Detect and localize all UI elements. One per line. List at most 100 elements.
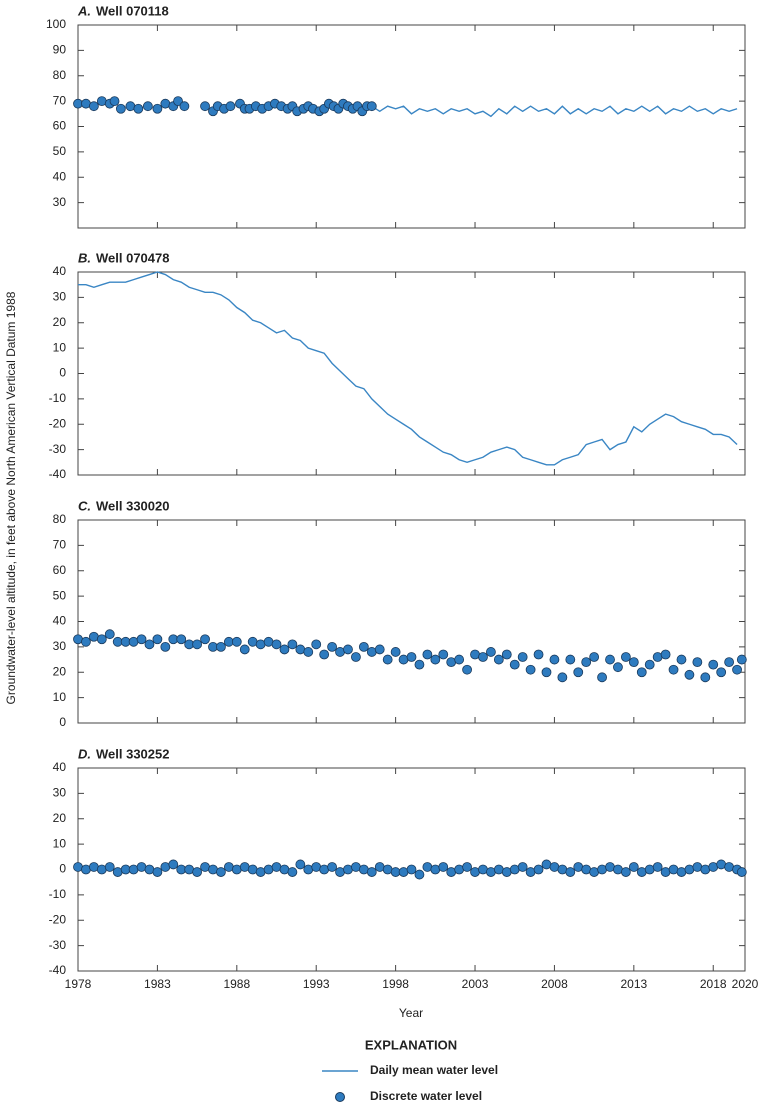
panel-letter: D.: [78, 746, 91, 761]
water-level-point: [736, 654, 747, 665]
panel-title: Well 070118: [96, 3, 169, 18]
water-level-point: [351, 652, 361, 662]
legend-label: Discrete water level: [370, 1089, 482, 1103]
water-level-point: [716, 667, 727, 678]
water-level-point: [628, 862, 639, 872]
water-level-point: [319, 649, 330, 660]
y-tick-label: 50: [53, 588, 67, 602]
water-level-point: [628, 657, 639, 667]
y-tick-label: -20: [49, 912, 67, 926]
water-level-point: [81, 636, 91, 647]
water-level-point: [493, 654, 504, 665]
y-tick-label: 40: [53, 169, 67, 183]
water-level-point: [700, 672, 711, 683]
water-level-point: [152, 634, 163, 645]
water-level-point: [327, 862, 337, 872]
x-tick-label: 2018: [700, 977, 727, 991]
water-level-point: [684, 669, 695, 680]
y-tick-label: -40: [49, 963, 67, 977]
panel-title: Well 330020: [96, 498, 169, 513]
water-level-point: [430, 654, 441, 665]
y-tick-label: 10: [53, 340, 67, 354]
y-tick-label: 40: [53, 614, 67, 628]
water-level-point: [462, 862, 472, 872]
water-level-point: [525, 664, 536, 675]
y-tick-label: 0: [59, 715, 66, 729]
water-level-line: [78, 271, 738, 466]
water-level-point: [557, 672, 568, 683]
legend-title: EXPLANATION: [365, 1037, 457, 1052]
y-tick-label: 10: [53, 836, 67, 850]
x-tick-label: 2013: [620, 977, 647, 991]
water-level-point: [136, 634, 147, 645]
water-level-point: [271, 639, 282, 650]
y-tick-label: 100: [46, 17, 66, 31]
water-level-point: [231, 636, 242, 647]
water-level-point: [414, 869, 425, 880]
y-tick-label: -40: [49, 467, 67, 481]
water-level-point: [597, 672, 607, 683]
water-level-point: [652, 862, 663, 872]
y-tick-label: 30: [53, 195, 67, 209]
water-level-point: [676, 654, 687, 665]
water-level-point: [541, 667, 552, 678]
panel-letter: A.: [77, 3, 91, 18]
legend-label: Daily mean water level: [370, 1063, 498, 1077]
water-level-point: [239, 644, 250, 655]
water-level-point: [374, 644, 385, 655]
y-tick-label: 30: [53, 786, 67, 800]
water-level-point: [736, 867, 747, 877]
water-level-point: [287, 639, 298, 650]
y-tick-label: -10: [49, 887, 67, 901]
water-level-point: [517, 652, 528, 662]
y-tick-label: -20: [49, 416, 67, 430]
x-tick-label: 1988: [223, 977, 250, 991]
water-level-point: [438, 649, 449, 660]
water-level-point: [732, 664, 742, 675]
y-tick-label: 30: [53, 290, 67, 304]
water-level-point: [620, 867, 631, 877]
x-tick-label: 2003: [462, 977, 489, 991]
y-tick-label: 60: [53, 563, 67, 577]
water-level-point: [295, 859, 306, 870]
water-level-point: [517, 862, 528, 872]
legend-marker-symbol: [335, 1092, 345, 1102]
water-level-point: [406, 652, 417, 662]
x-axis-label: Year: [399, 1006, 423, 1020]
water-level-point: [533, 649, 544, 660]
water-level-point: [382, 654, 393, 665]
water-level-point: [109, 96, 120, 107]
y-tick-label: 90: [53, 43, 67, 57]
water-level-point: [96, 634, 107, 645]
water-level-point: [192, 867, 203, 877]
water-level-point: [225, 101, 236, 112]
water-level-point: [303, 647, 314, 657]
panel-title: Well 070478: [96, 250, 169, 265]
water-level-point: [636, 667, 647, 678]
water-level-point: [565, 654, 576, 665]
x-tick-label: 1998: [382, 977, 409, 991]
water-level-point: [216, 867, 226, 877]
water-level-point: [358, 641, 369, 652]
water-level-point: [133, 103, 144, 114]
y-axis-label: Groundwater-level altitude, in feet abov…: [4, 291, 18, 704]
plot-frame: [77, 271, 746, 476]
y-tick-label: 80: [53, 68, 67, 82]
x-tick-label: 1993: [303, 977, 330, 991]
water-level-point: [589, 652, 600, 662]
y-tick-label: 70: [53, 93, 67, 107]
y-tick-label: 50: [53, 144, 67, 158]
water-level-point: [104, 629, 115, 640]
water-level-point: [668, 664, 679, 675]
water-level-point: [279, 644, 290, 655]
y-tick-label: 70: [53, 538, 67, 552]
water-level-point: [406, 864, 417, 875]
water-level-point: [422, 649, 433, 660]
water-level-point: [160, 641, 171, 652]
water-level-point: [192, 639, 203, 650]
x-tick-label: 2020: [732, 977, 759, 991]
y-tick-label: 60: [53, 119, 67, 133]
water-level-point: [343, 644, 353, 655]
